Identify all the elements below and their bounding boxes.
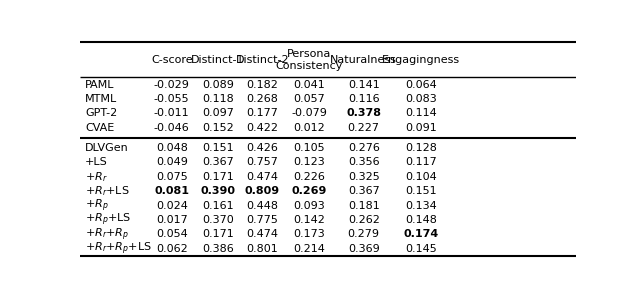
Text: 0.370: 0.370 — [202, 215, 234, 225]
Text: 0.105: 0.105 — [293, 143, 325, 153]
Text: 0.064: 0.064 — [405, 80, 437, 90]
Text: 0.141: 0.141 — [348, 80, 380, 90]
Text: 0.024: 0.024 — [156, 201, 188, 211]
Text: +$R_r$+LS: +$R_r$+LS — [85, 184, 129, 198]
Text: 0.174: 0.174 — [404, 229, 439, 239]
Text: 0.161: 0.161 — [202, 201, 234, 211]
Text: 0.171: 0.171 — [202, 229, 234, 239]
Text: 0.116: 0.116 — [348, 94, 380, 104]
Text: 0.325: 0.325 — [348, 172, 380, 182]
Text: 0.145: 0.145 — [405, 244, 437, 254]
Text: Engagingness: Engagingness — [382, 55, 460, 65]
Text: 0.356: 0.356 — [348, 157, 380, 167]
Text: 0.268: 0.268 — [246, 94, 278, 104]
Text: 0.151: 0.151 — [202, 143, 234, 153]
Text: Distinct-1: Distinct-1 — [191, 55, 244, 65]
Text: 0.017: 0.017 — [156, 215, 188, 225]
Text: -0.055: -0.055 — [154, 94, 189, 104]
Text: 0.083: 0.083 — [405, 94, 437, 104]
Text: +$R_p$+LS: +$R_p$+LS — [85, 212, 131, 228]
Text: +$R_r$+$R_p$: +$R_r$+$R_p$ — [85, 226, 129, 242]
Text: 0.809: 0.809 — [245, 186, 280, 196]
Text: 0.118: 0.118 — [202, 94, 234, 104]
Text: 0.367: 0.367 — [348, 186, 380, 196]
Text: Naturalness: Naturalness — [330, 55, 397, 65]
Text: 0.474: 0.474 — [246, 172, 278, 182]
Text: DLVGen: DLVGen — [85, 143, 129, 153]
Text: 0.227: 0.227 — [348, 123, 380, 133]
Text: GPT-2: GPT-2 — [85, 109, 117, 118]
Text: 0.114: 0.114 — [405, 109, 437, 118]
Text: 0.151: 0.151 — [405, 186, 437, 196]
Text: Distinct-2: Distinct-2 — [236, 55, 289, 65]
Text: 0.062: 0.062 — [156, 244, 188, 254]
Text: 0.775: 0.775 — [246, 215, 278, 225]
Text: 0.148: 0.148 — [405, 215, 437, 225]
Text: 0.041: 0.041 — [293, 80, 325, 90]
Text: 0.276: 0.276 — [348, 143, 380, 153]
Text: -0.046: -0.046 — [154, 123, 189, 133]
Text: 0.474: 0.474 — [246, 229, 278, 239]
Text: 0.181: 0.181 — [348, 201, 380, 211]
Text: +$R_r$: +$R_r$ — [85, 170, 108, 183]
Text: 0.093: 0.093 — [293, 201, 325, 211]
Text: 0.269: 0.269 — [291, 186, 327, 196]
Text: CVAE: CVAE — [85, 123, 114, 133]
Text: C-score: C-score — [151, 55, 193, 65]
Text: 0.448: 0.448 — [246, 201, 278, 211]
Text: -0.029: -0.029 — [154, 80, 189, 90]
Text: 0.226: 0.226 — [293, 172, 325, 182]
Text: Persona
Consistency: Persona Consistency — [275, 49, 343, 71]
Text: 0.049: 0.049 — [156, 157, 188, 167]
Text: 0.757: 0.757 — [246, 157, 278, 167]
Text: 0.182: 0.182 — [246, 80, 278, 90]
Text: 0.123: 0.123 — [293, 157, 325, 167]
Text: 0.152: 0.152 — [202, 123, 234, 133]
Text: 0.075: 0.075 — [156, 172, 188, 182]
Text: 0.279: 0.279 — [348, 229, 380, 239]
Text: 0.142: 0.142 — [293, 215, 325, 225]
Text: 0.171: 0.171 — [202, 172, 234, 182]
Text: 0.369: 0.369 — [348, 244, 380, 254]
Text: 0.089: 0.089 — [202, 80, 234, 90]
Text: 0.426: 0.426 — [246, 143, 278, 153]
Text: 0.117: 0.117 — [405, 157, 437, 167]
Text: 0.134: 0.134 — [405, 201, 437, 211]
Text: 0.081: 0.081 — [154, 186, 189, 196]
Text: 0.422: 0.422 — [246, 123, 278, 133]
Text: 0.390: 0.390 — [200, 186, 236, 196]
Text: 0.057: 0.057 — [293, 94, 325, 104]
Text: 0.386: 0.386 — [202, 244, 234, 254]
Text: 0.091: 0.091 — [405, 123, 437, 133]
Text: 0.097: 0.097 — [202, 109, 234, 118]
Text: -0.011: -0.011 — [154, 109, 189, 118]
Text: +LS: +LS — [85, 157, 108, 167]
Text: -0.079: -0.079 — [291, 109, 327, 118]
Text: 0.214: 0.214 — [293, 244, 325, 254]
Text: 0.104: 0.104 — [405, 172, 437, 182]
Text: 0.378: 0.378 — [346, 109, 381, 118]
Text: 0.128: 0.128 — [405, 143, 437, 153]
Text: 0.262: 0.262 — [348, 215, 380, 225]
Text: +$R_r$+$R_p$+LS: +$R_r$+$R_p$+LS — [85, 240, 152, 257]
Text: 0.801: 0.801 — [246, 244, 278, 254]
Text: 0.054: 0.054 — [156, 229, 188, 239]
Text: 0.173: 0.173 — [293, 229, 325, 239]
Text: 0.177: 0.177 — [246, 109, 278, 118]
Text: 0.048: 0.048 — [156, 143, 188, 153]
Text: PAML: PAML — [85, 80, 115, 90]
Text: +$R_p$: +$R_p$ — [85, 197, 109, 214]
Text: MTML: MTML — [85, 94, 117, 104]
Text: 0.367: 0.367 — [202, 157, 234, 167]
Text: 0.012: 0.012 — [293, 123, 325, 133]
